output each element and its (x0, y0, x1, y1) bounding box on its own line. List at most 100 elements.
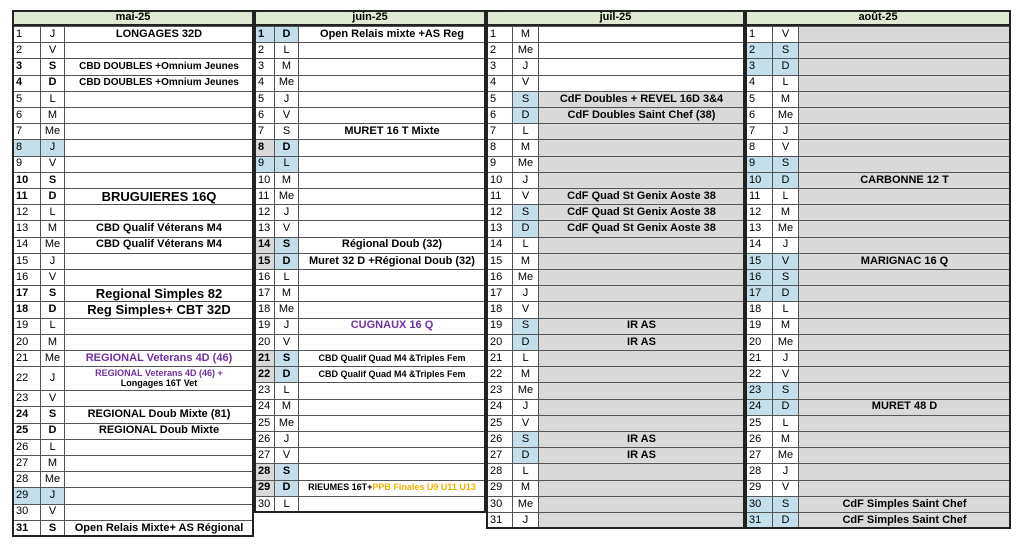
day-number: 10 (486, 171, 513, 189)
weekday: M (512, 479, 539, 497)
weekday: S (40, 519, 65, 537)
weekday: M (40, 107, 65, 125)
day-number: 20 (486, 333, 513, 351)
event: CBD Qualif Quad M4 &Triples Fem (298, 366, 486, 384)
event (298, 333, 486, 351)
event (798, 236, 1011, 254)
weekday: L (274, 42, 299, 60)
weekday: S (274, 350, 299, 368)
weekday: D (274, 479, 299, 497)
day-number: 17 (12, 285, 41, 303)
day-number: 14 (254, 236, 275, 254)
event (798, 58, 1011, 76)
day-number: 25 (745, 414, 773, 432)
weekday: L (40, 90, 65, 108)
day-number: 22 (745, 366, 773, 384)
day-number: 1 (745, 26, 773, 44)
event (538, 42, 745, 60)
day-number: 24 (486, 398, 513, 416)
weekday: Me (40, 123, 65, 141)
weekday: D (772, 512, 799, 530)
event (298, 463, 486, 481)
weekday: D (512, 220, 539, 238)
event: MURET 48 D (798, 398, 1011, 416)
event: IR AS (538, 431, 745, 449)
event: Reg Simples+ CBT 32D (64, 301, 254, 319)
day-number: 30 (486, 495, 513, 513)
weekday: V (772, 252, 799, 270)
event: Open Relais mixte +AS Reg (298, 26, 486, 44)
event (798, 414, 1011, 432)
weekday: V (274, 220, 299, 238)
day-number: 17 (486, 285, 513, 303)
event (798, 366, 1011, 384)
event (64, 487, 254, 505)
day-number: 20 (745, 333, 773, 351)
weekday: Me (274, 74, 299, 92)
event: CARBONNE 12 T (798, 171, 1011, 189)
day-number: 18 (12, 301, 41, 319)
event: IR AS (538, 317, 745, 335)
event (298, 285, 486, 303)
weekday: Me (772, 333, 799, 351)
day-number: 15 (486, 252, 513, 270)
day-number: 13 (745, 220, 773, 238)
day-number: 9 (745, 155, 773, 173)
event: Régional Doub (32) (298, 236, 486, 254)
event: CBD DOUBLES +Omnium Jeunes (64, 58, 254, 76)
day-number: 11 (12, 188, 41, 206)
weekday: L (274, 269, 299, 287)
day-number: 19 (486, 317, 513, 335)
day-number: 26 (12, 438, 41, 456)
day-number: 12 (486, 204, 513, 222)
weekday: V (40, 155, 65, 173)
weekday: J (40, 26, 65, 44)
event (64, 390, 254, 408)
weekday: D (40, 301, 65, 319)
weekday: J (772, 463, 799, 481)
event (538, 58, 745, 76)
day-number: 2 (486, 42, 513, 60)
day-number: 1 (12, 26, 41, 44)
weekday: V (512, 74, 539, 92)
weekday: D (772, 58, 799, 76)
day-number: 22 (254, 366, 275, 384)
weekday: V (274, 333, 299, 351)
day-number: 27 (254, 447, 275, 465)
weekday: J (512, 171, 539, 189)
weekday: L (274, 382, 299, 400)
weekday: D (512, 107, 539, 125)
weekday: Me (274, 414, 299, 432)
day-number: 16 (12, 269, 41, 287)
event: CBD Qualif Véterans M4 (64, 236, 254, 254)
weekday: S (40, 285, 65, 303)
weekday: Me (274, 188, 299, 206)
event (64, 90, 254, 108)
event (64, 139, 254, 157)
weekday: S (512, 431, 539, 449)
weekday: Me (772, 447, 799, 465)
event (798, 333, 1011, 351)
weekday: Me (512, 155, 539, 173)
day-number: 7 (12, 123, 41, 141)
weekday: Me (40, 236, 65, 254)
event (798, 204, 1011, 222)
event (64, 438, 254, 456)
day-number: 24 (12, 406, 41, 424)
weekday: D (274, 139, 299, 157)
day-number: 2 (12, 42, 41, 60)
event: CdF Simples Saint Chef (798, 495, 1011, 513)
event (538, 463, 745, 481)
weekday: L (274, 495, 299, 513)
day-number: 14 (12, 236, 41, 254)
weekday: V (772, 139, 799, 157)
weekday: S (274, 236, 299, 254)
day-number: 26 (486, 431, 513, 449)
event: Open Relais Mixte+ AS Régional (64, 519, 254, 537)
weekday: V (772, 26, 799, 44)
day-number: 28 (12, 471, 41, 489)
weekday: Me (274, 301, 299, 319)
day-number: 28 (745, 463, 773, 481)
weekday: Me (512, 269, 539, 287)
